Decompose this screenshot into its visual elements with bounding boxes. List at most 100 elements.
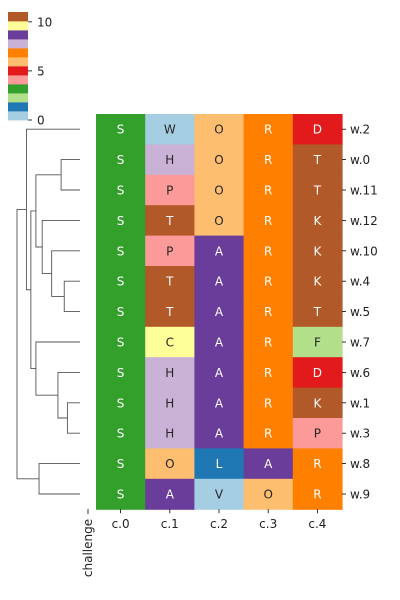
heatmap-cell (292, 235, 343, 267)
cell-label: A (215, 396, 224, 410)
cell-label: R (264, 305, 272, 319)
heatmap-cell (96, 448, 146, 480)
cell-label: T (165, 305, 174, 319)
heatmap-cell (194, 448, 245, 480)
heatmap-cell (145, 448, 195, 480)
cell-label: D (313, 123, 322, 137)
heatmap-cell (292, 478, 343, 510)
row-label: w.9 (350, 488, 370, 502)
heatmap-cell (145, 357, 195, 389)
column-label: c.3 (259, 517, 277, 531)
heatmap-cell (194, 478, 245, 510)
heatmap-cell (145, 478, 195, 510)
row-label: w.5 (350, 305, 370, 319)
cell-label: R (264, 396, 272, 410)
dendrogram-link (38, 463, 80, 495)
cell-label: S (117, 153, 125, 167)
cell-label: H (165, 396, 174, 410)
heatmap-cell (292, 205, 343, 237)
dendrogram-link (41, 219, 80, 275)
heatmap-cell (96, 235, 146, 267)
cell-label: O (214, 214, 223, 228)
heatmap-cell (145, 144, 195, 176)
heatmap-cell (194, 326, 245, 358)
cell-label: R (264, 427, 272, 441)
dendrogram-link (57, 371, 80, 419)
cell-label: R (264, 244, 272, 258)
cell-label: W (164, 123, 176, 137)
colorbar-segment (8, 75, 28, 85)
heatmap-cell (96, 418, 146, 449)
colorbar-segment (8, 57, 28, 67)
cell-label: R (313, 488, 321, 502)
dendrogram-link (60, 159, 80, 191)
cell-label: S (117, 244, 125, 258)
cell-label: S (117, 336, 125, 350)
dendrogram-link (16, 209, 40, 480)
cell-label: C (166, 336, 174, 350)
colorbar-segment (8, 93, 28, 103)
cell-label: S (117, 214, 125, 228)
row-label: w.12 (350, 214, 378, 228)
column-label: c.2 (210, 517, 228, 531)
cell-label: R (264, 366, 272, 380)
cell-label: L (216, 457, 223, 471)
column-labels: c.0 c.1 c.2 c.3 c.4 (112, 509, 326, 531)
heatmap-cell (292, 387, 343, 419)
row-label: w.4 (350, 275, 370, 289)
cell-label: S (117, 123, 125, 137)
heatmap-cell (243, 144, 294, 176)
heatmap-cell (243, 205, 294, 237)
cell-label: K (313, 214, 322, 228)
cell-label: P (314, 427, 321, 441)
cell-label: O (214, 184, 223, 198)
heatmap-cell (292, 418, 343, 449)
heatmap-cells: S W O R D S H O R T S P O R T S T O R K S P A R K S T A R K S T A R T S C A R F… (96, 114, 343, 510)
cell-label: A (215, 366, 224, 380)
row-label: w.8 (350, 457, 370, 471)
heatmap-cell (292, 357, 343, 389)
colorbar-segment (8, 12, 28, 22)
cell-label: A (166, 488, 175, 502)
row-label: w.6 (350, 366, 370, 380)
cell-label: A (215, 427, 224, 441)
cell-label: S (117, 427, 125, 441)
dendrogram-link (66, 402, 80, 434)
heatmap-cell (292, 144, 343, 176)
heatmap-cell (292, 174, 343, 206)
heatmap-cell (96, 266, 146, 297)
heatmap-cell (96, 326, 146, 358)
heatmap-cell (243, 296, 294, 328)
column-label: c.0 (112, 517, 130, 531)
cell-label: S (117, 275, 125, 289)
colorbar-segment (8, 66, 28, 76)
heatmap-cell (96, 296, 146, 328)
cell-label: T (165, 275, 174, 289)
cell-label: R (264, 184, 272, 198)
cell-label: S (117, 366, 125, 380)
heatmap-cell (145, 114, 195, 145)
column-label: c.1 (161, 517, 179, 531)
x-axis-label: challenge (81, 519, 95, 577)
cell-label: K (313, 275, 322, 289)
cell-label: T (313, 153, 322, 167)
cell-label: S (117, 396, 125, 410)
heatmap-cell (292, 266, 343, 297)
heatmap-cell (243, 326, 294, 358)
heatmap-cell (194, 144, 245, 176)
heatmap-cell (194, 357, 245, 389)
colorbar-segment (8, 21, 28, 31)
cell-label: T (313, 305, 322, 319)
cell-label: T (165, 214, 174, 228)
heatmap-cell (292, 296, 343, 328)
cell-label: H (165, 153, 174, 167)
colorbar-segment (8, 84, 28, 94)
heatmap-cell (194, 296, 245, 328)
heatmap-cell (243, 266, 294, 297)
colorbar-tick-label: 10 (37, 15, 52, 29)
cell-label: R (264, 153, 272, 167)
dendrogram-link (35, 174, 62, 248)
cell-label: P (166, 184, 173, 198)
heatmap-cell (145, 418, 195, 449)
heatmap-cell (145, 205, 195, 237)
